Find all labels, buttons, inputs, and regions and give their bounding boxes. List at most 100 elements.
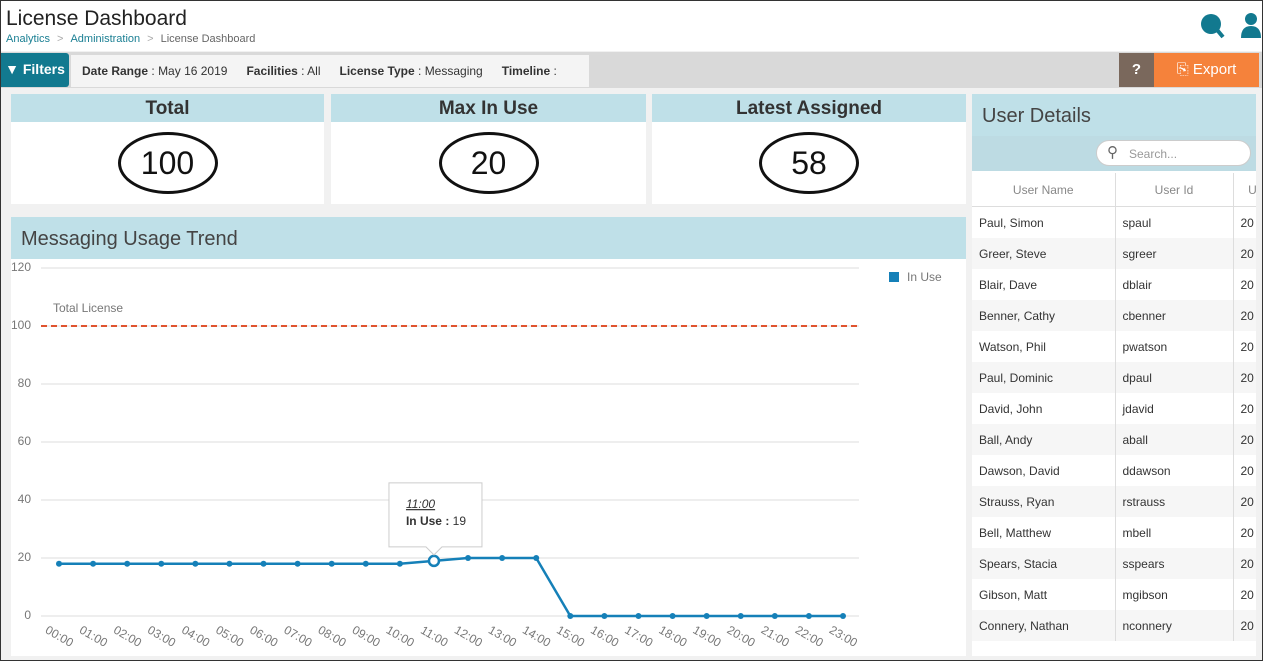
cell: Gibson, Matt bbox=[972, 579, 1116, 610]
cell: Spears, Stacia bbox=[972, 548, 1116, 579]
cell: Benner, Cathy bbox=[972, 300, 1116, 331]
card: Total 100 bbox=[11, 94, 324, 204]
chart-title: Messaging Usage Trend bbox=[11, 217, 966, 259]
column-header[interactable]: U bbox=[1233, 173, 1256, 207]
x-tick-label: 07:00 bbox=[282, 623, 315, 650]
user-icon-body bbox=[1241, 26, 1261, 38]
export-button[interactable]: ⎘ Export bbox=[1154, 53, 1259, 87]
user-table: User Name User Id U Paul, Simon spaul 20 Gree… bbox=[972, 173, 1256, 641]
cell: dblair bbox=[1115, 269, 1234, 300]
series-line bbox=[59, 556, 843, 618]
filter-item: Date Range : May 16 2019 bbox=[82, 64, 227, 78]
data-point bbox=[669, 613, 676, 619]
x-tick-label: 06:00 bbox=[247, 623, 280, 650]
x-tick-label: 09:00 bbox=[350, 623, 383, 650]
data-point bbox=[840, 613, 846, 619]
x-tick-label: 05:00 bbox=[213, 623, 246, 650]
user-row: Paul, Simon spaul 20 bbox=[972, 206, 1256, 238]
cell: 20 bbox=[1233, 362, 1256, 393]
x-tick-label: 14:00 bbox=[520, 623, 553, 650]
breadcrumb-current: License Dashboard bbox=[160, 33, 256, 45]
data-point bbox=[737, 613, 744, 619]
data-point bbox=[328, 560, 335, 567]
filter-label: License Type bbox=[339, 64, 415, 78]
cell: 20 bbox=[1233, 548, 1256, 579]
chart: 0 20 40 60 80 100 120 00:00 01:00 02:00 03:00 04:00… bbox=[11, 260, 942, 650]
user-row: Watson, Phil pwatson 20 bbox=[972, 331, 1256, 362]
data-point bbox=[158, 560, 165, 567]
tools-icon-handle bbox=[1211, 23, 1225, 39]
y-tick-label: 0 bbox=[24, 608, 31, 622]
page-title: License Dashboard bbox=[6, 7, 187, 30]
filter-value: May 16 2019 bbox=[158, 64, 228, 78]
cell: 20 bbox=[1233, 238, 1256, 269]
card: Latest Assigned 58 bbox=[652, 94, 966, 204]
user-row: Strauss, Ryan rstrauss 20 bbox=[972, 486, 1256, 517]
data-point bbox=[567, 613, 574, 619]
cell: 20 bbox=[1233, 331, 1256, 362]
cell: Dawson, David bbox=[972, 455, 1116, 486]
cell: nconnery bbox=[1115, 610, 1234, 641]
column-header[interactable]: User Id bbox=[1115, 173, 1234, 207]
x-tick-label: 02:00 bbox=[111, 623, 144, 650]
data-point bbox=[90, 560, 97, 567]
x-tick-label: 18:00 bbox=[656, 623, 689, 650]
cell: 20 bbox=[1233, 486, 1256, 517]
user-row: David, John jdavid 20 bbox=[972, 393, 1256, 424]
reference-label: Total License bbox=[53, 301, 123, 315]
data-point bbox=[499, 555, 506, 561]
user-row: Greer, Steve sgreer 20 bbox=[972, 238, 1256, 269]
data-point bbox=[805, 613, 812, 619]
filter-item: Facilities : All bbox=[246, 64, 320, 78]
header-row: User Name User Id U bbox=[972, 173, 1256, 207]
cell: mgibson bbox=[1115, 579, 1234, 610]
cell: dpaul bbox=[1115, 362, 1234, 393]
filter-separator: : bbox=[418, 64, 422, 78]
cell: jdavid bbox=[1115, 393, 1234, 424]
data-point bbox=[192, 560, 199, 567]
search-input[interactable]: ⚲ Search... bbox=[1096, 140, 1251, 166]
cell: pwatson bbox=[1115, 331, 1234, 362]
cell: Bell, Matthew bbox=[972, 517, 1116, 548]
user-icon[interactable] bbox=[1245, 13, 1257, 25]
user-row: Paul, Dominic dpaul 20 bbox=[972, 362, 1256, 393]
cell: rstrauss bbox=[1115, 486, 1234, 517]
y-tick-label: 60 bbox=[18, 434, 32, 448]
filter-label: Timeline bbox=[501, 64, 551, 78]
data-point bbox=[226, 560, 233, 567]
user-row: Ball, Andy aball 20 bbox=[972, 424, 1256, 455]
cell: Connery, Nathan bbox=[972, 610, 1116, 641]
cell: Watson, Phil bbox=[972, 331, 1116, 362]
card-title: Latest Assigned bbox=[652, 94, 966, 122]
cell: spaul bbox=[1115, 206, 1234, 238]
cell: 20 bbox=[1233, 610, 1256, 641]
x-tick-label: 21:00 bbox=[759, 623, 792, 650]
x-tick-label: 19:00 bbox=[691, 623, 724, 650]
cell: Blair, Dave bbox=[972, 269, 1116, 300]
cell: David, John bbox=[972, 393, 1116, 424]
cell: sspears bbox=[1115, 548, 1234, 579]
x-tick-label: 15:00 bbox=[554, 623, 587, 650]
filter-separator: : bbox=[553, 64, 557, 78]
data-point bbox=[294, 560, 301, 567]
filter-separator: : bbox=[151, 64, 155, 78]
y-tick-label: 40 bbox=[18, 492, 32, 506]
user-row: Connery, Nathan nconnery 20 bbox=[972, 610, 1256, 641]
user-details-title: User Details bbox=[972, 94, 1256, 136]
card-value: 58 bbox=[759, 132, 859, 194]
y-tick-label: 100 bbox=[11, 318, 31, 332]
card-title: Max In Use bbox=[331, 94, 646, 122]
column-header[interactable]: User Name bbox=[972, 173, 1116, 207]
separator: > bbox=[147, 33, 154, 45]
breadcrumb-link[interactable]: Analytics bbox=[6, 33, 51, 45]
data-point bbox=[362, 560, 369, 567]
user-row: Gibson, Matt mgibson 20 bbox=[972, 579, 1256, 610]
card-value: 20 bbox=[438, 132, 539, 194]
breadcrumb-link[interactable]: Administration bbox=[70, 33, 141, 45]
tooltip-series: In Use bbox=[406, 514, 442, 528]
data-point bbox=[260, 560, 267, 567]
legend-swatch bbox=[889, 272, 899, 282]
x-tick-label: 01:00 bbox=[77, 623, 110, 650]
help-button[interactable]: ? bbox=[1119, 53, 1154, 87]
filters-button[interactable]: ▼ Filters bbox=[1, 53, 69, 87]
